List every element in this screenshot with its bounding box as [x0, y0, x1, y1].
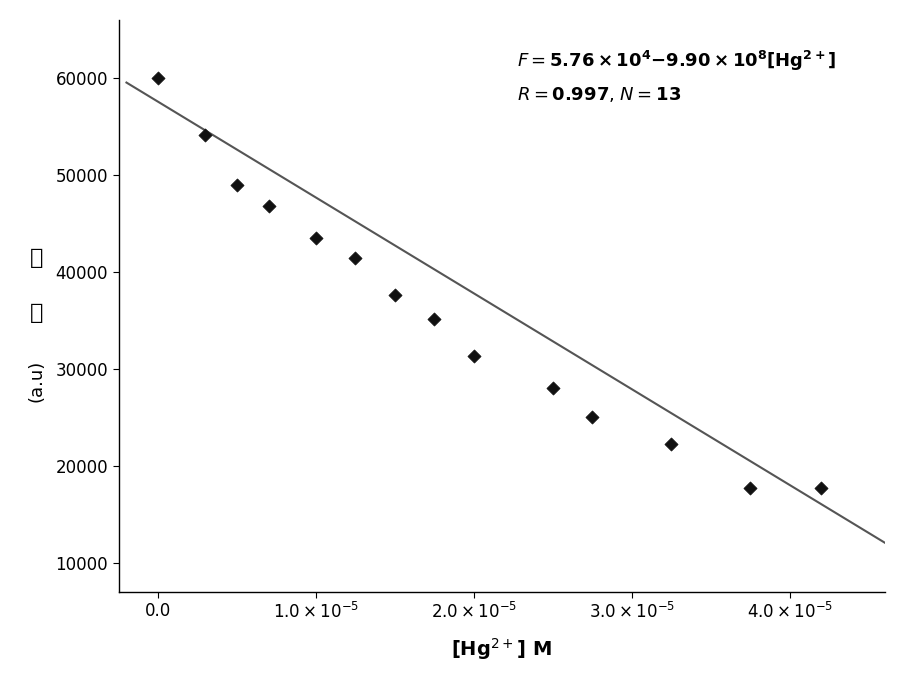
Text: $\mathit{F}=\mathbf{5.76\times10^{4}}$$\mathbf{-9.90\times10^{8}}$$\mathbf{[Hg^{: $\mathit{F}=\mathbf{5.76\times10^{4}}$$\…: [517, 49, 835, 104]
Point: [348, 252, 363, 263]
Text: 面: 面: [30, 248, 43, 269]
Text: 积: 积: [30, 303, 43, 323]
Point: [545, 383, 559, 394]
Point: [466, 351, 481, 362]
Point: [663, 439, 678, 450]
Point: [387, 290, 402, 301]
Point: [198, 129, 212, 140]
Point: [814, 483, 828, 494]
Point: [585, 412, 599, 423]
Text: (a.u): (a.u): [27, 360, 46, 402]
Point: [742, 483, 757, 494]
Point: [150, 73, 165, 84]
Point: [308, 233, 322, 243]
Point: [230, 180, 244, 190]
X-axis label: [Hg$^{2+}$] M: [Hg$^{2+}$] M: [451, 636, 551, 662]
Point: [426, 313, 441, 324]
Point: [261, 201, 276, 211]
